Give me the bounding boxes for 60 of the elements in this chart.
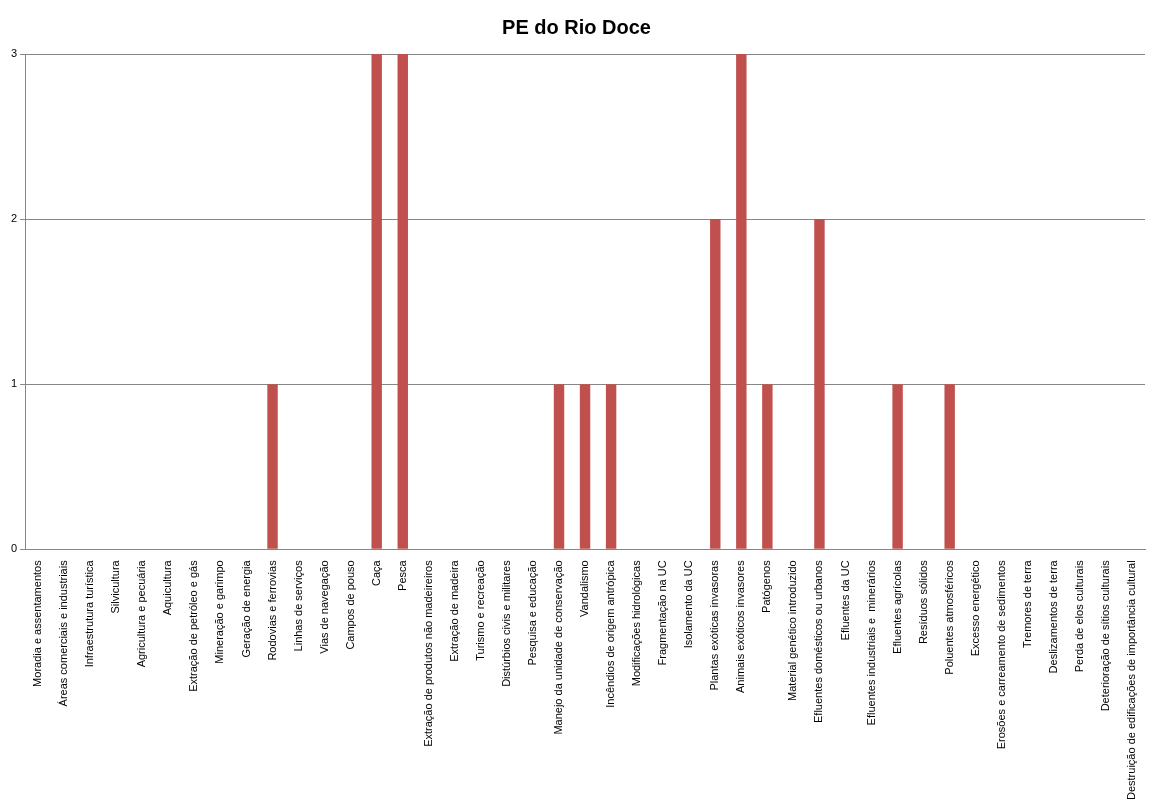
x-tick-label: Caça [369, 559, 382, 587]
x-tick-label: Vias de navegação [317, 560, 330, 654]
x-tick-label: Rodovias e ferrovias [265, 559, 278, 661]
bar [267, 384, 278, 549]
bar [397, 54, 408, 549]
y-tick-label: 3 [10, 47, 18, 60]
x-tick-label: Silvicultura [109, 559, 122, 614]
x-tick-label: Material genético introduzido [786, 560, 799, 701]
x-tick-label: Turismo e recreação [473, 560, 486, 661]
x-tick-label: Resíduos sólidos [916, 559, 929, 645]
bar [762, 384, 773, 549]
x-tick-label: Pesquisa e educação [526, 560, 538, 666]
x-tick-label: Extração de produtos não madeireiros [421, 559, 434, 747]
x-tick-label: Pesca [395, 559, 408, 591]
x-tick-label: Vandalismo [578, 560, 591, 617]
bar [605, 384, 617, 549]
x-tick-label: Agricultura e pecuária [135, 559, 148, 668]
x-tick-label: Distúrbios civis e militares [499, 559, 512, 687]
x-tick-label: Efluentes industriais e minerários [864, 559, 877, 726]
x-tick-label: Perda de elos culturais [1072, 559, 1085, 673]
x-tick-label: Campos de pouso [343, 560, 356, 650]
bar [579, 384, 591, 549]
bar [710, 219, 721, 549]
x-tick-label: Destruição de edificações de importância cultural [1125, 560, 1138, 801]
x-tick-label: Efluentes agrícolas [890, 559, 903, 654]
x-tick-label: Infraestrutura turística [83, 559, 96, 668]
bar [736, 54, 747, 549]
x-tick-label: Efluentes domésticos ou urbanos [812, 559, 825, 723]
x-tick-label: Deterioração de sítios culturais [1098, 559, 1111, 712]
x-tick-label: Excesso energético [968, 560, 981, 657]
x-tick-label: Efluentes da UC [838, 560, 851, 641]
y-tick-label: 2 [10, 212, 18, 225]
y-tick-label: 1 [10, 377, 18, 390]
x-tick-label: Aquicultura [161, 559, 174, 616]
x-tick-label: Deslizamentos de terra [1046, 559, 1059, 674]
chart-title: PE do Rio Doce [502, 15, 651, 38]
x-tick-label: Modificações hidrológicas [630, 559, 643, 687]
x-tick-label: Plantas exóticas invasoras [708, 559, 721, 691]
x-tick-label: Incêndios de origem antrópica [604, 559, 617, 708]
x-tick-label: Moradia e assentamentos [31, 559, 44, 687]
x-tick-label: Extração de petróleo e gás [187, 559, 200, 692]
bar [371, 54, 382, 549]
x-tick-label: Extração de madeira [447, 559, 460, 662]
x-tick-label: Tremores de terra [1020, 559, 1033, 648]
x-tick-label: Manejo da unidade de conservação [552, 560, 565, 735]
x-tick-label: Poluentes atmosféricos [942, 559, 955, 675]
x-tick-label: Áreas comerciais e industriais [57, 559, 70, 707]
x-tick-label: Isolamento da UC [682, 560, 695, 649]
x-tick-label: Patógenos [760, 559, 773, 613]
x-tick-label: Mineração e garimpo [213, 560, 226, 664]
x-tick-label: Fragmentação na UC [656, 560, 669, 666]
bar [553, 384, 565, 549]
x-tick-label: Erosões e carreamento de sedimentos [994, 559, 1007, 750]
x-tick-label: Linhas de serviços [291, 559, 304, 652]
x-tick-label: Geração de energia [239, 559, 252, 658]
bar [892, 384, 903, 549]
bar [944, 384, 955, 549]
bar [814, 219, 825, 549]
x-tick-label: Animais exóticos invasores [734, 559, 747, 693]
y-tick-label: 0 [10, 542, 18, 555]
